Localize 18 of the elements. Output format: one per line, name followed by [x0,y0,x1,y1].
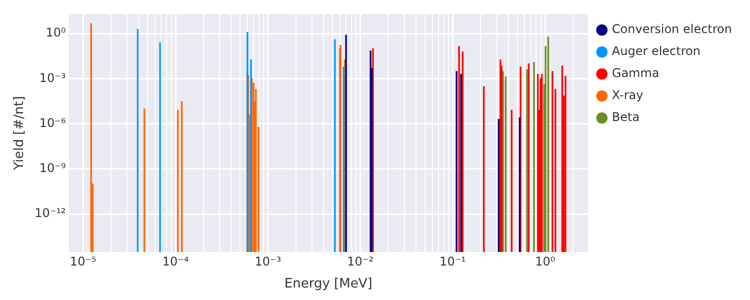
x-tick-label: 10⁻⁵ [70,254,97,268]
x-tick-label: 10⁻¹ [440,254,466,268]
x-axis-title: Energy [MeV] [284,276,372,292]
x-tick-label: 10⁰ [535,254,556,268]
x-tick-label: 10⁻³ [254,254,282,268]
x-tick-label: 10⁻² [347,254,374,268]
y-tick-label: 10⁻³ [39,70,66,85]
legend-label: X-ray [612,88,644,102]
x-tick-label: 10⁻⁴ [162,254,189,268]
y-tick-label: 10⁰ [46,26,66,40]
y-tick-label: 10⁻⁶ [39,116,66,130]
legend-label: Beta [612,110,640,124]
legend-label: Gamma [612,66,660,80]
y-tick-label: 10⁻⁹ [39,161,66,176]
y-axis-title: Yield [#/nt] [12,96,28,171]
y-tick-label: 10⁻¹² [34,206,66,220]
legend-label: Auger electron [612,44,700,58]
legend-label: Conversion electron [612,22,732,36]
